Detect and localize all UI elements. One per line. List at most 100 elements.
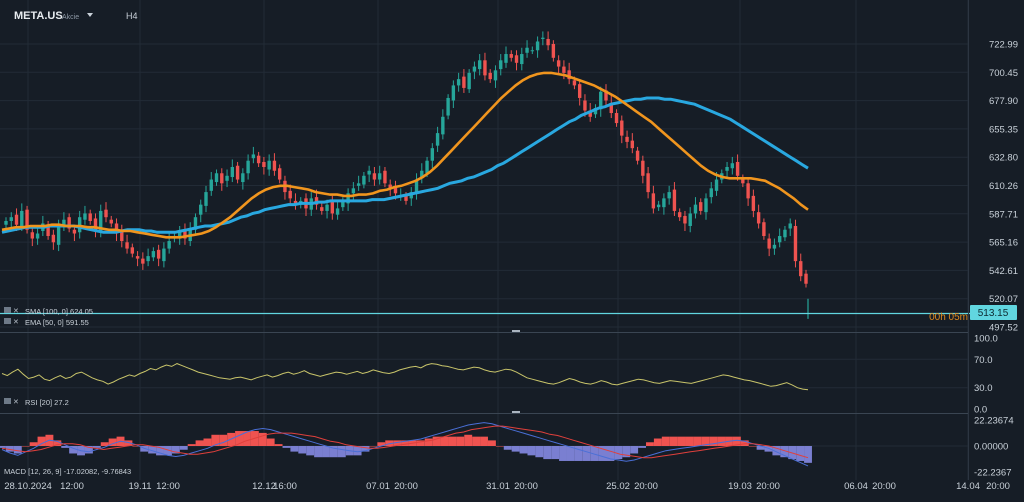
- candle: [656, 200, 661, 211]
- price-badge: [970, 305, 1017, 320]
- candle: [204, 185, 208, 213]
- macd-histogram-bar: [804, 446, 812, 463]
- candle: [362, 172, 366, 189]
- candle: [567, 62, 571, 85]
- macd-histogram-bar: [171, 446, 180, 454]
- macd-histogram-bar: [132, 446, 141, 447]
- candle: [341, 197, 345, 211]
- macd-histogram-bar: [440, 436, 449, 446]
- macd-histogram-bar: [535, 446, 544, 458]
- close-icon[interactable]: ✕: [13, 319, 19, 326]
- candle-body: [467, 72, 471, 90]
- candle-body: [730, 163, 735, 169]
- time-tick-label: 12:00: [60, 481, 84, 492]
- sma-label: SMA [100, 0] 624.05: [25, 307, 93, 316]
- rsi-line: [1, 363, 809, 391]
- candle-body: [525, 47, 529, 53]
- candle-body: [451, 85, 456, 101]
- candle-body: [20, 210, 24, 226]
- candle-body: [35, 233, 40, 239]
- macd-legend[interactable]: MACD [12, 26, 9] -17.02082, -9.76843: [4, 467, 131, 476]
- close-icon[interactable]: ✕: [13, 399, 19, 406]
- rsi-legend[interactable]: ✕ RSI [20] 27.2: [4, 398, 69, 407]
- macd-histogram-bar: [69, 446, 78, 454]
- candle-body: [209, 179, 213, 191]
- resize-handle[interactable]: [512, 411, 520, 413]
- candle-body: [241, 173, 245, 183]
- settings-icon[interactable]: [4, 398, 11, 404]
- macd-histogram-bar: [582, 446, 591, 461]
- macd-histogram-bar: [53, 440, 62, 446]
- candle: [709, 182, 713, 204]
- candle: [504, 46, 508, 68]
- candle: [509, 50, 513, 62]
- candle: [635, 146, 640, 165]
- candle-body: [51, 234, 56, 243]
- candle-body: [620, 120, 624, 136]
- candle-body: [314, 197, 319, 205]
- candle: [446, 94, 450, 120]
- price-axis[interactable]: 722.99 700.45 677.90 655.35 632.80 610.26 587.…: [974, 40, 1018, 479]
- candle: [320, 203, 324, 215]
- candle-body: [193, 217, 198, 230]
- candle: [183, 223, 187, 245]
- candle-body: [483, 60, 487, 76]
- candle-body: [625, 136, 629, 142]
- candle: [414, 173, 419, 200]
- candle: [420, 163, 424, 184]
- candle: [683, 210, 687, 232]
- candle: [62, 212, 66, 232]
- candle-body: [493, 70, 498, 81]
- candle-body: [72, 229, 77, 234]
- macd-histogram-bar: [29, 442, 38, 446]
- timeframe-label[interactable]: H4: [126, 11, 138, 21]
- candle: [793, 219, 798, 268]
- candle-body: [688, 213, 692, 226]
- candle-body: [141, 258, 145, 264]
- settings-icon[interactable]: [4, 318, 11, 324]
- candle-body: [556, 60, 561, 67]
- candle-body: [135, 256, 140, 259]
- candle-body: [535, 41, 540, 51]
- macd-histogram-bar: [322, 446, 330, 458]
- resize-handle[interactable]: [512, 330, 520, 332]
- candle-body: [351, 188, 356, 194]
- candle: [735, 154, 740, 181]
- macd-histogram-bar: [266, 438, 275, 446]
- settings-icon[interactable]: [4, 307, 11, 313]
- time-tick-label: 12:00: [156, 481, 180, 492]
- candle-body: [756, 212, 761, 224]
- candle-body: [67, 217, 71, 229]
- candle-body: [714, 179, 719, 191]
- candle-body: [183, 229, 187, 239]
- price-tick-label: 632.80: [989, 153, 1018, 164]
- ema-legend[interactable]: ✕ EMA [50, 0] 591.55: [4, 318, 89, 327]
- candle-body: [341, 200, 345, 208]
- candle: [25, 205, 29, 234]
- symbol-dropdown-icon[interactable]: [87, 13, 93, 17]
- macd-histogram-bar: [677, 436, 686, 446]
- macd-histogram-bar: [211, 434, 220, 446]
- candle: [804, 269, 808, 288]
- candle-body: [177, 231, 182, 238]
- rsi-tick-label: 70.0: [974, 355, 993, 366]
- ema-line: [1, 71, 809, 239]
- candle: [193, 213, 198, 234]
- macd-histogram-bar: [456, 436, 465, 446]
- macd-histogram-bar: [243, 431, 251, 446]
- macd-histogram-bar: [424, 438, 433, 446]
- candle: [67, 213, 71, 233]
- candle-body: [783, 229, 787, 238]
- macd-histogram-bar: [195, 440, 204, 446]
- symbol-label[interactable]: META.US: [14, 10, 63, 22]
- macd-histogram-bar: [495, 446, 504, 447]
- close-icon[interactable]: ✕: [13, 308, 19, 315]
- candle: [783, 225, 787, 242]
- candle: [456, 72, 461, 92]
- sma-legend[interactable]: ✕ SMA [100, 0] 624.05: [4, 307, 93, 316]
- macd-histogram-bar: [661, 436, 670, 446]
- candle-body: [804, 273, 808, 284]
